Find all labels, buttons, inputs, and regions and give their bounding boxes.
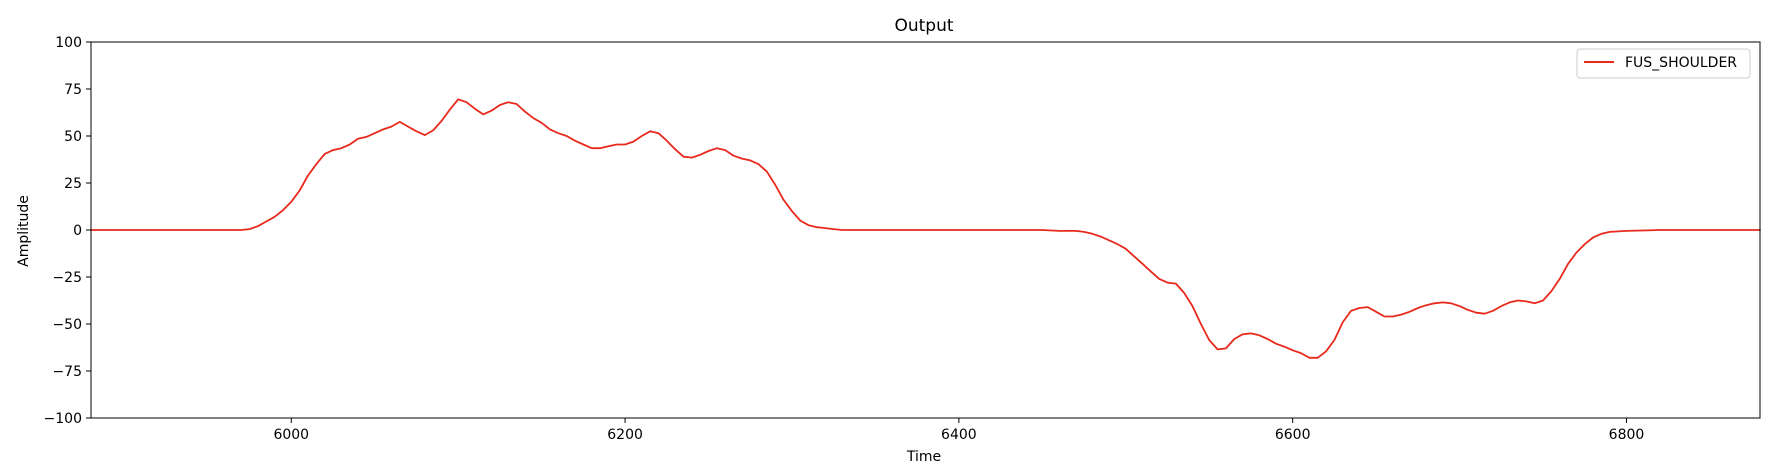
y-tick-label: 100: [55, 35, 82, 51]
legend: FUS_SHOULDER: [1576, 48, 1751, 79]
chart-title: Output: [894, 16, 953, 36]
y-tick-label: −100: [44, 411, 82, 427]
y-tick-label: −25: [52, 270, 82, 286]
x-tick-label: 6000: [273, 427, 309, 443]
series-line-fus-shoulder: [90, 98, 1761, 359]
y-tick-label: 0: [73, 223, 82, 239]
legend-label-fus-shoulder: FUS_SHOULDER: [1625, 55, 1737, 71]
x-axis-label: Time: [906, 449, 941, 465]
plot-area: [90, 41, 1761, 419]
y-tick-label: −50: [52, 317, 82, 333]
y-axis-label: Amplitude: [16, 195, 32, 267]
axis-ticks: 6000 6200 6400 6600 6800 −100 −75 −50 −25 0 25 50 75…: [44, 35, 1645, 443]
x-tick-label: 6800: [1609, 427, 1645, 443]
x-tick-label: 6200: [607, 427, 643, 443]
x-tick-label: 6400: [941, 427, 977, 443]
y-tick-label: 50: [64, 129, 82, 145]
y-tick-label: 25: [64, 176, 82, 192]
x-tick-label: 6600: [1275, 427, 1311, 443]
legend-box: [1576, 48, 1751, 79]
y-tick-label: −75: [52, 364, 82, 380]
y-tick-label: 75: [64, 82, 82, 98]
